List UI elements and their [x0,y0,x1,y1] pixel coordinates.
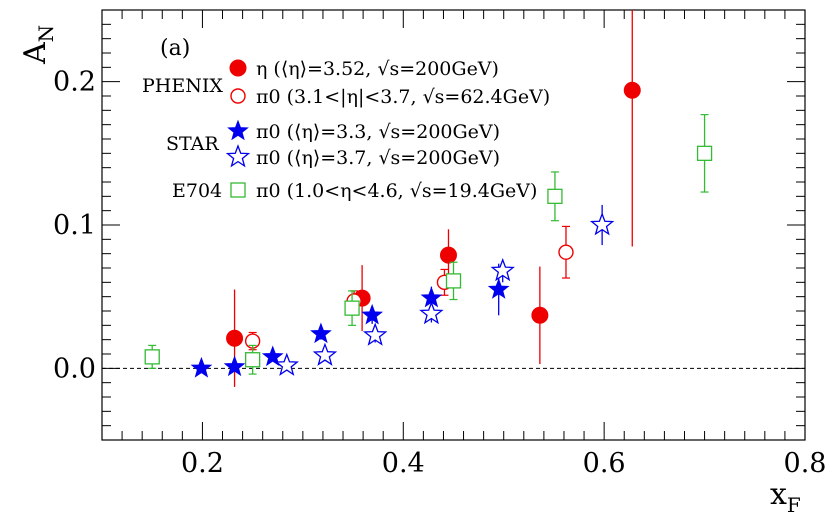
data-point [558,244,574,260]
y-tick-label: 0.0 [53,353,96,384]
legend-marker [227,119,249,141]
legend-group-label: E704 [172,180,222,202]
data-point [344,300,360,316]
data-point [144,349,160,365]
legend-entry-0: η (⟨η⟩=3.52, √s=200GeV) [229,58,499,80]
legend: η (⟨η⟩=3.52, √s=200GeV) π0 (3.1<|η|<3.7, … [142,58,550,202]
legend-marker [230,182,246,198]
data-point [419,301,444,325]
data-point [439,246,457,264]
series-0 [226,10,641,387]
data-point [547,188,563,204]
y-tick-label: 0.2 [53,67,96,98]
data-point [190,356,213,378]
data-point [310,322,332,344]
data-series [144,10,713,387]
x-axis-title-main: x [770,477,787,512]
data-point [261,345,284,367]
series-1 [244,225,574,351]
x-tick-label: 0.4 [382,448,425,479]
legend-label: π0 (1.0<η<4.6, √s=19.4GeV) [256,180,537,202]
legend-label: π0 (⟨η⟩=3.3, √s=200GeV) [256,121,500,143]
data-point [362,322,388,346]
legend-entry-3: π0 (⟨η⟩=3.7, √s=200GeV) [225,144,500,169]
data-point [244,352,261,368]
data-point [445,273,462,289]
legend-group-label: STAR [166,133,219,155]
axes: 0.2 0.4 0.6 0.8 0.0 0.1 0.2 [53,9,827,479]
panel-label: (a) [160,36,190,61]
legend-entry-1: π0 (3.1<|η|<3.7, √s=62.4GeV) [230,86,550,108]
legend-label: π0 (⟨η⟩=3.7, √s=200GeV) [256,147,500,169]
x-tick-label: 0.8 [784,448,827,479]
legend-label: π0 (3.1<|η|<3.7, √s=62.4GeV) [256,86,550,108]
data-point [589,212,615,236]
y-tick-label: 0.1 [53,210,96,241]
data-point [531,306,549,324]
legend-entry-2: π0 (⟨η⟩=3.3, √s=200GeV) [227,119,500,143]
data-point [361,303,384,325]
legend-entry-4: π0 (1.0<η<4.6, √s=19.4GeV) [230,180,537,202]
x-axis-title: xF [770,477,801,517]
series-4 [144,114,713,375]
data-point [223,355,246,377]
data-point [487,278,510,299]
data-point [226,329,244,347]
legend-group-label: PHENIX [142,75,223,97]
y-axis-title: AN [18,25,58,65]
data-point [696,145,713,161]
legend-marker [230,88,246,104]
legend-label: η (⟨η⟩=3.52, √s=200GeV) [256,58,499,80]
data-point [312,342,338,366]
legend-marker [229,59,247,77]
x-tick-label: 0.6 [583,448,626,479]
legend-marker [225,144,251,168]
data-point [490,258,515,282]
y-axis-title-main: A [18,42,53,65]
y-axis-title-subscript: N [34,25,58,43]
x-axis-title-subscript: F [787,493,801,517]
data-point [274,352,300,376]
data-point [623,81,641,99]
series-3 [274,204,615,376]
x-tick-label: 0.2 [181,448,224,479]
